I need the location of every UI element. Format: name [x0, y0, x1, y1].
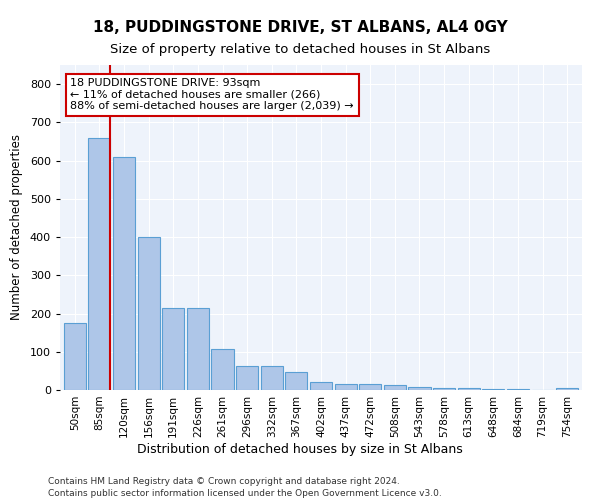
Bar: [335, 384, 357, 390]
Bar: [384, 386, 406, 390]
Y-axis label: Number of detached properties: Number of detached properties: [10, 134, 23, 320]
Bar: [507, 389, 529, 390]
Bar: [556, 388, 578, 390]
Bar: [113, 157, 135, 390]
Text: 18, PUDDINGSTONE DRIVE, ST ALBANS, AL4 0GY: 18, PUDDINGSTONE DRIVE, ST ALBANS, AL4 0…: [92, 20, 508, 35]
Text: Contains HM Land Registry data © Crown copyright and database right 2024.: Contains HM Land Registry data © Crown c…: [48, 478, 400, 486]
Bar: [187, 308, 209, 390]
Bar: [137, 237, 160, 390]
Bar: [211, 349, 233, 390]
Text: 18 PUDDINGSTONE DRIVE: 93sqm
← 11% of detached houses are smaller (266)
88% of s: 18 PUDDINGSTONE DRIVE: 93sqm ← 11% of de…: [70, 78, 354, 111]
Bar: [88, 138, 110, 390]
Bar: [236, 366, 258, 390]
Text: Size of property relative to detached houses in St Albans: Size of property relative to detached ho…: [110, 42, 490, 56]
Bar: [285, 372, 307, 390]
Bar: [409, 388, 431, 390]
Text: Distribution of detached houses by size in St Albans: Distribution of detached houses by size …: [137, 442, 463, 456]
Bar: [260, 366, 283, 390]
Bar: [458, 388, 480, 390]
Text: Contains public sector information licensed under the Open Government Licence v3: Contains public sector information licen…: [48, 489, 442, 498]
Bar: [162, 308, 184, 390]
Bar: [433, 388, 455, 390]
Bar: [482, 389, 505, 390]
Bar: [64, 323, 86, 390]
Bar: [310, 382, 332, 390]
Bar: [359, 384, 382, 390]
